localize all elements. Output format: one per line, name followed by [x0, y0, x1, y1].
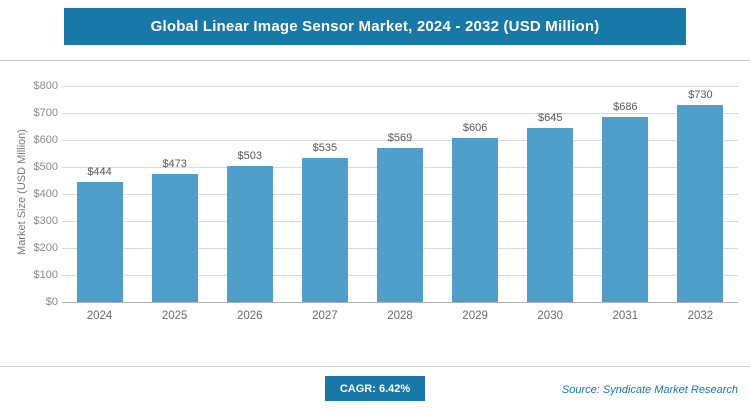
- gridline: [62, 140, 738, 141]
- bar-2032: [677, 104, 724, 302]
- bar-2031: [602, 116, 649, 302]
- y-tick-label: $0: [45, 296, 58, 308]
- y-tick-label: $700: [33, 107, 58, 119]
- bar-2025: [151, 174, 198, 302]
- header-divider: [0, 60, 750, 61]
- x-tick-label: 2031: [612, 310, 639, 322]
- y-tick-label: $600: [33, 134, 58, 146]
- bar-group-2030: $645: [513, 86, 588, 302]
- gridline: [62, 302, 738, 303]
- cagr-badge: CAGR: 6.42%: [325, 376, 425, 401]
- x-tick-label: 2030: [537, 310, 563, 322]
- x-axis-labels: 2024 2025 2026 2027 2028 2029 2030 2031 2032: [62, 310, 738, 322]
- x-tick-label: 2032: [687, 310, 714, 322]
- bar-value-label: $645: [537, 111, 563, 124]
- y-tick-label: $800: [33, 80, 58, 92]
- bar-group-2029: $606: [438, 86, 513, 302]
- y-tick-label: $400: [33, 188, 58, 200]
- gridline: [62, 113, 738, 114]
- bar-2028: [376, 148, 423, 302]
- bar-2026: [226, 166, 273, 302]
- y-tick-label: $100: [33, 269, 58, 281]
- bar-value-label: $535: [312, 141, 338, 154]
- source-text: Source: Syndicate Market Research: [561, 384, 738, 396]
- bar-value-label: $686: [613, 100, 638, 113]
- x-tick-label: 2024: [86, 310, 113, 322]
- bar-group-2024: $444: [62, 86, 137, 302]
- bar-2024: [76, 182, 123, 302]
- bar-2030: [527, 127, 574, 302]
- bar-group-2027: $535: [287, 86, 362, 302]
- bar-value-label: $569: [387, 132, 413, 145]
- bar-2027: [301, 157, 348, 302]
- x-tick-label: 2027: [312, 310, 338, 322]
- bar-value-label: $730: [688, 88, 713, 101]
- bar-group-2026: $503: [212, 86, 287, 302]
- bar-group-2028: $569: [362, 86, 437, 302]
- bar-group-2032: $730: [663, 86, 738, 302]
- x-tick-label: 2028: [387, 310, 413, 322]
- bars-row: $444 $473 $503 $535 $569 $606 $645 $686 $730: [62, 86, 738, 302]
- bar-value-label: $473: [162, 158, 187, 171]
- bar-group-2031: $686: [588, 86, 663, 302]
- y-tick-label: $500: [33, 161, 58, 173]
- bar-value-label: $503: [237, 150, 263, 163]
- chart-title: Global Linear Image Sensor Market, 2024 …: [150, 18, 600, 35]
- bar-2029: [452, 138, 499, 302]
- x-tick-label: 2029: [462, 310, 488, 322]
- chart-title-bar: Global Linear Image Sensor Market, 2024 …: [64, 8, 686, 45]
- bar-value-label: $444: [87, 166, 112, 179]
- y-tick-label: $200: [33, 242, 58, 254]
- cagr-label: CAGR: 6.42%: [339, 382, 411, 395]
- x-tick-label: 2025: [161, 310, 188, 322]
- footer-divider: [0, 366, 750, 367]
- bar-value-label: $606: [462, 122, 488, 135]
- gridline: [62, 86, 738, 87]
- y-tick-label: $300: [33, 215, 58, 227]
- x-tick-label: 2026: [236, 310, 263, 322]
- bar-group-2025: $473: [137, 86, 212, 302]
